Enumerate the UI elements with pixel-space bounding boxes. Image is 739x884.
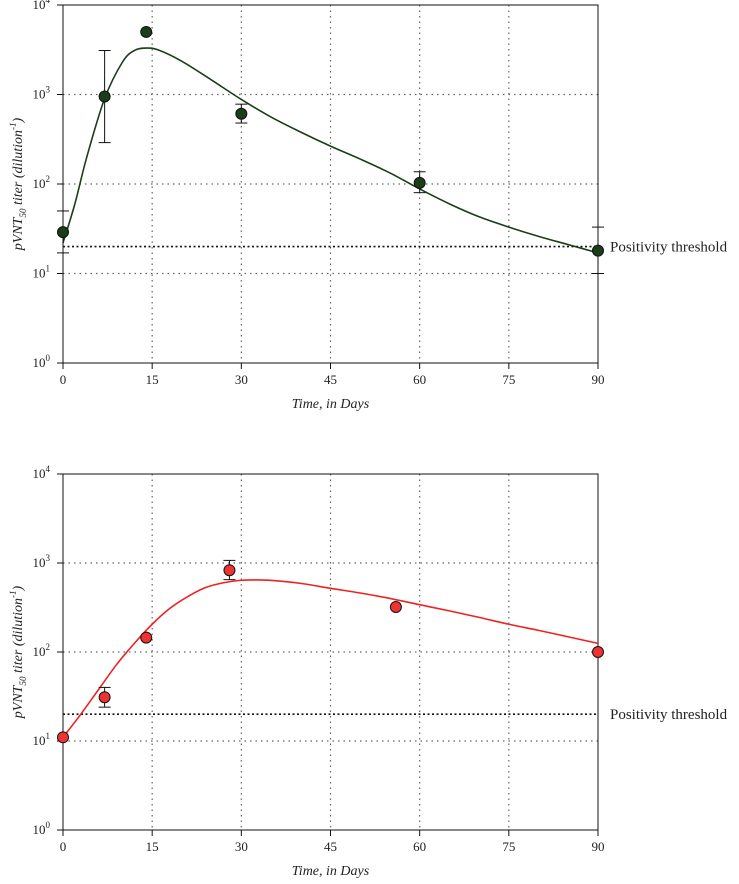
y-tick-label: 101 <box>33 264 51 281</box>
x-tick-label: 90 <box>592 839 605 854</box>
data-point <box>389 601 402 614</box>
x-axis-title: Time, in Days <box>292 864 370 879</box>
threshold-label: Positivity threshold <box>610 240 728 256</box>
data-point <box>592 244 604 257</box>
chart-bottom: 0 15 30 45 60 75 90 100 101 102 103 104 Time, in Day… <box>8 464 728 879</box>
data-point <box>57 731 69 744</box>
x-axis-title: Time, in Days <box>292 397 370 412</box>
x-tick-label: 75 <box>502 839 515 854</box>
data-point <box>98 90 111 103</box>
y-tick-label: 100 <box>33 353 51 370</box>
data-point <box>235 107 248 120</box>
x-tick-label: 15 <box>146 839 159 854</box>
x-tick-label: 0 <box>60 372 67 387</box>
x-tick-label: 45 <box>324 839 337 854</box>
y-tick-label: 104 <box>33 464 51 481</box>
y-tick-label: 100 <box>33 820 51 837</box>
fit-curve <box>62 47 599 254</box>
data-point <box>413 176 426 189</box>
x-tick-label: 0 <box>60 839 67 854</box>
plot-frame <box>62 4 599 364</box>
y-tick-label: 102 <box>33 174 51 191</box>
fit-curve <box>62 579 599 738</box>
x-tick-label: 75 <box>502 372 515 387</box>
y-tick-label: 101 <box>33 731 51 748</box>
y-tick-label: 103 <box>33 553 51 570</box>
y-tick-label: 103 <box>33 85 51 102</box>
chart-top: 0 15 30 45 60 75 90 100 101 102 103 104 Time, in Day… <box>8 0 728 412</box>
data-point <box>98 691 111 704</box>
x-tick-label: 60 <box>413 372 426 387</box>
data-point <box>140 25 153 38</box>
x-tick-label: 90 <box>592 372 605 387</box>
y-axis-title: pVNT50 titer (dilution-1) <box>8 117 28 251</box>
x-tick-label: 30 <box>235 372 248 387</box>
data-point <box>223 564 236 577</box>
data-point <box>592 646 604 658</box>
y-tick-label: 102 <box>33 642 51 659</box>
x-tick-label: 15 <box>146 372 159 387</box>
x-tick-label: 45 <box>324 372 337 387</box>
x-tick-label: 60 <box>413 839 426 854</box>
data-point <box>57 226 69 239</box>
data-point <box>140 631 153 644</box>
x-tick-label: 30 <box>235 839 248 854</box>
threshold-label: Positivity threshold <box>610 707 728 723</box>
y-tick-label: 104 <box>33 0 51 12</box>
y-axis-title: pVNT50 titer (dilution-1) <box>8 585 28 719</box>
